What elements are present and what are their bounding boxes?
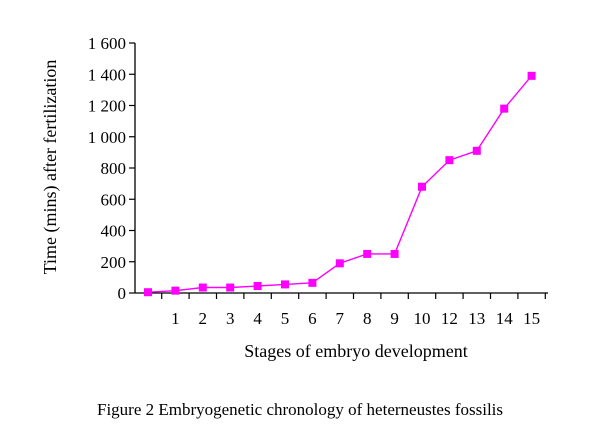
y-tick-label: 1 000	[88, 128, 126, 147]
data-point	[253, 281, 262, 290]
y-tick-label: 800	[101, 159, 127, 178]
data-point	[472, 146, 481, 155]
x-axis-title: Stages of embryo development	[244, 341, 467, 361]
x-tick-label: 3	[226, 309, 235, 328]
series	[144, 71, 536, 297]
data-point	[281, 280, 289, 289]
data-point	[335, 259, 344, 268]
x-tick-label: 7	[336, 309, 345, 328]
y-axis-title: Time (mins) after fertilization	[40, 60, 61, 275]
y-ticks: 0 200 400 600 800 1 000 1 200 1 400 1 600	[88, 34, 135, 303]
data-point	[527, 71, 536, 80]
x-tick-label: 5	[281, 309, 290, 328]
y-tick-label: 400	[101, 222, 127, 241]
data-point	[445, 156, 454, 165]
x-tick-label: 12	[441, 309, 458, 328]
x-tick-label: 4	[253, 309, 262, 328]
y-tick-label: 200	[101, 253, 127, 272]
data-point	[500, 104, 509, 113]
x-tick-label: 14	[496, 309, 514, 328]
x-ticks: 1 2 3 4 5 6 7 8 9 10 12 13 14 15	[161, 293, 546, 328]
data-point	[144, 288, 152, 297]
y-tick-label: 0	[118, 284, 127, 303]
x-tick-label: 2	[199, 309, 208, 328]
x-tick-label: 15	[523, 309, 540, 328]
y-tick-label: 600	[101, 190, 127, 209]
data-point	[198, 283, 207, 292]
y-tick-label: 1 400	[88, 65, 126, 84]
x-tick-label: 10	[414, 309, 431, 328]
x-tick-label: 9	[390, 309, 399, 328]
x-tick-label: 1	[171, 309, 180, 328]
figure-caption: Figure 2 Embryogenetic chronology of het…	[97, 400, 503, 419]
axes	[134, 43, 548, 294]
x-tick-label: 13	[468, 309, 485, 328]
data-point	[418, 182, 426, 191]
y-tick-label: 1 200	[88, 97, 126, 116]
data-point	[171, 286, 180, 295]
data-point	[390, 249, 399, 258]
data-point	[308, 278, 317, 287]
data-point	[363, 249, 372, 258]
data-point	[226, 283, 235, 292]
x-tick-label: 6	[308, 309, 317, 328]
x-tick-label: 8	[363, 309, 372, 328]
y-tick-label: 1 600	[88, 34, 126, 53]
